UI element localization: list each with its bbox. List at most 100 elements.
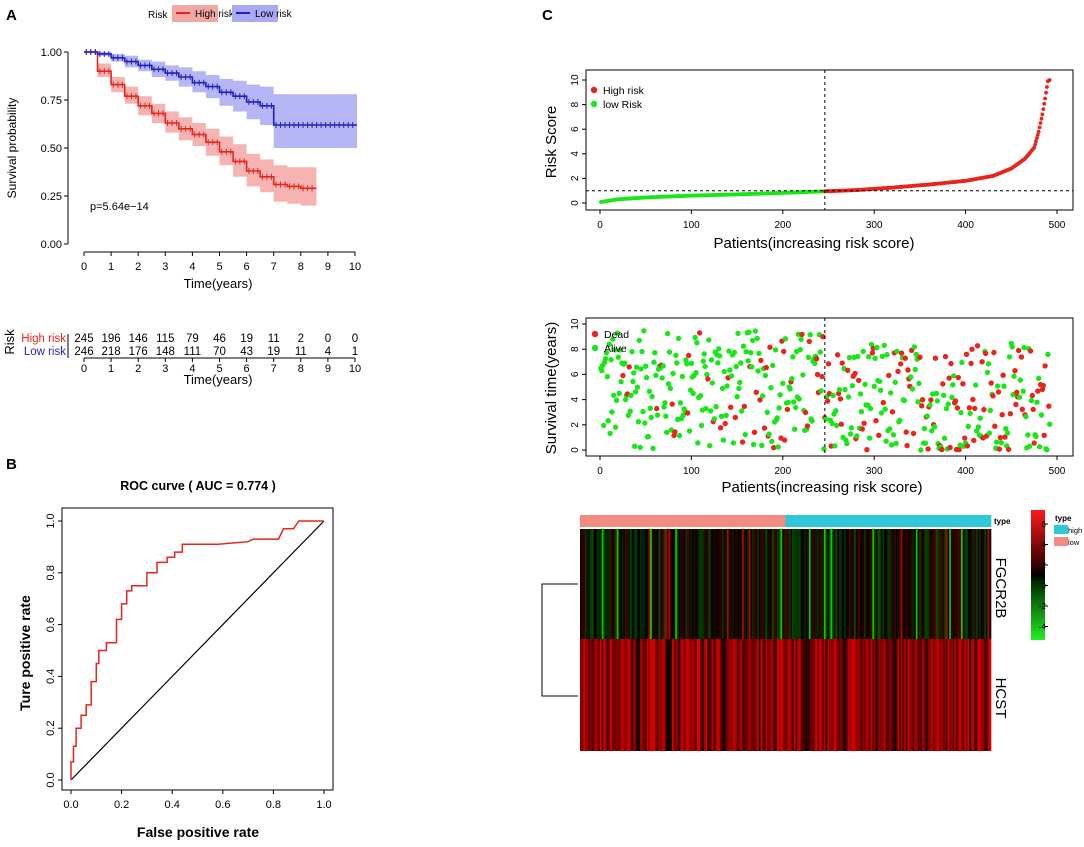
survival-point xyxy=(625,412,631,419)
heatmap-cell-gene2 xyxy=(695,639,698,751)
heatmap-cell-gene2 xyxy=(917,639,920,751)
heatmap-cell-gene1 xyxy=(797,529,800,639)
heatmap-annotation-cell xyxy=(979,515,982,527)
survival-point xyxy=(697,393,704,399)
survival-point xyxy=(895,368,901,375)
heatmap-annotation-cell xyxy=(643,515,646,527)
heatmap-cell-gene2 xyxy=(874,639,877,751)
heatmap-cell-gene2 xyxy=(772,639,775,751)
heatmap-cell-gene1 xyxy=(817,529,820,639)
survival-point xyxy=(1028,397,1035,404)
heatmap-cell-gene2 xyxy=(850,639,853,751)
heatmap-cell-gene1 xyxy=(870,529,873,639)
survival-point xyxy=(888,390,894,396)
survival-point xyxy=(641,328,647,334)
risk-score-point xyxy=(1040,112,1045,117)
heatmap-cell-gene1 xyxy=(929,529,932,639)
heatmap-cell-gene2 xyxy=(700,639,703,751)
heatmap-cell-gene2 xyxy=(748,639,751,751)
heatmap-cell-gene2 xyxy=(735,639,738,751)
heatmap-annotation-cell xyxy=(603,515,606,527)
survival-point xyxy=(934,398,940,404)
survival-point xyxy=(889,409,896,415)
heatmap-annotation-cell xyxy=(717,515,719,527)
heatmap-annotation-cell xyxy=(606,515,609,527)
survival-y-tick-label: 2 xyxy=(570,422,581,428)
heatmap-cell-gene1 xyxy=(872,529,875,639)
heatmap-cell-gene1 xyxy=(681,529,684,639)
panel-label-b: B xyxy=(6,456,17,473)
heatmap-cell-gene1 xyxy=(613,529,616,639)
survival-point xyxy=(1044,447,1050,453)
heatmap-annotation-cell xyxy=(775,515,778,527)
heatmap-cell-gene1 xyxy=(869,529,872,639)
heatmap-cell-gene1 xyxy=(660,529,663,639)
heatmap-cell-gene1 xyxy=(683,529,686,639)
survival-point xyxy=(1018,354,1025,360)
heatmap-cell-gene2 xyxy=(586,639,589,751)
survival-point xyxy=(869,350,876,356)
survival-point xyxy=(984,369,991,376)
heatmap-cell-gene1 xyxy=(598,529,601,639)
heatmap-cell-gene2 xyxy=(613,639,616,751)
survival-point xyxy=(848,425,855,431)
risk-table-x-tick-label: 1 xyxy=(108,363,114,375)
heatmap-annotation-cell xyxy=(752,515,755,527)
risk-table-x-tick-label: 3 xyxy=(162,363,168,375)
survival-point xyxy=(1031,440,1037,446)
survival-scatter-xlabel: Patients(increasing risk score) xyxy=(722,479,923,496)
survival-point xyxy=(741,403,748,410)
survival-point xyxy=(789,376,795,382)
heatmap-annotation-cell xyxy=(706,515,709,527)
heatmap-annotation-cell xyxy=(611,515,614,527)
survival-point xyxy=(633,364,640,370)
survival-point xyxy=(903,429,909,435)
heatmap-annotation-cell xyxy=(623,515,626,527)
heatmap-cell-gene1 xyxy=(902,529,905,639)
heatmap-annotation-cell xyxy=(728,515,731,527)
heatmap-cell-gene1 xyxy=(762,529,765,639)
survival-point xyxy=(992,423,998,429)
heatmap-cell-gene2 xyxy=(840,639,843,751)
heatmap-annotation-cell xyxy=(802,515,805,527)
heatmap-cell-gene1 xyxy=(676,529,679,639)
survival-point xyxy=(1020,388,1026,394)
heatmap-cell-gene1 xyxy=(711,529,714,639)
heatmap-annotation-cell xyxy=(671,515,674,527)
survival-y-tick-label: 4 xyxy=(570,396,581,402)
heatmap-annotation-cell xyxy=(813,515,816,527)
heatmap-cell-gene2 xyxy=(847,639,850,751)
heatmap-annotation-cell xyxy=(815,515,818,527)
heatmap-cell-gene1 xyxy=(752,529,755,639)
heatmap-cell-gene1 xyxy=(648,529,651,639)
heatmap-annotation-cell xyxy=(919,515,922,527)
survival-point xyxy=(898,361,904,367)
heatmap-cell-gene2 xyxy=(792,639,795,751)
heatmap-cell-gene2 xyxy=(867,639,870,751)
survival-point xyxy=(971,437,977,444)
survival-point xyxy=(615,354,621,360)
heatmap-cell-gene1 xyxy=(812,529,815,639)
heatmap-annotation-cell xyxy=(645,515,648,527)
heatmap-cell-gene1 xyxy=(974,529,977,639)
survival-point xyxy=(919,397,926,403)
survival-point xyxy=(730,440,737,446)
heatmap-cell-gene1 xyxy=(855,529,858,639)
heatmap-cell-gene1 xyxy=(722,529,724,639)
heatmap-cell-gene2 xyxy=(944,639,947,751)
km-y-tick-label: 1.00 xyxy=(41,47,62,59)
survival-point xyxy=(673,352,679,359)
heatmap-cell-gene2 xyxy=(843,639,846,751)
km-high-ci-band xyxy=(84,52,317,206)
survival-point xyxy=(663,413,669,419)
heatmap-annotation-cell xyxy=(633,515,636,527)
risk-score-point xyxy=(1039,116,1044,121)
risk-score-x-tick-label: 400 xyxy=(957,220,974,231)
survival-point xyxy=(776,405,782,411)
survival-point xyxy=(969,346,975,352)
heatmap-annotation-cell xyxy=(656,515,659,527)
heatmap-annotation-cell xyxy=(812,515,815,527)
survival-point xyxy=(645,433,652,440)
heatmap-annotation-cell xyxy=(723,515,726,527)
